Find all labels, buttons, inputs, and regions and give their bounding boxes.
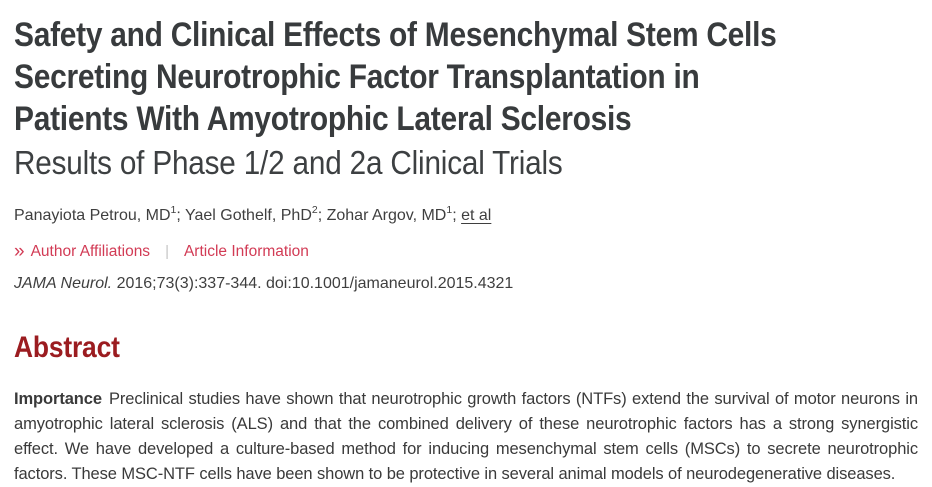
article-title: Safety and Clinical Effects of Mesenchym…: [14, 14, 918, 183]
journal-name: JAMA Neurol.: [14, 275, 113, 292]
byline: Panayiota Petrou, MD1; Yael Gothelf, PhD…: [14, 204, 918, 225]
double-chevron-icon[interactable]: »: [14, 241, 24, 262]
author-affil-sup-3: 1: [446, 204, 453, 216]
et-al-link[interactable]: et al: [461, 207, 492, 224]
citation-detail: 2016;73(3):337-344. doi:10.1001/jamaneur…: [116, 275, 514, 292]
citation-line: JAMA Neurol. 2016;73(3):337-344. doi:10.…: [14, 275, 918, 293]
abstract-importance-paragraph: Importance Preclinical studies have shown…: [14, 387, 918, 487]
author-affiliations-link[interactable]: Author Affiliations: [30, 242, 151, 260]
author-affil-sup-1: 1: [170, 204, 177, 216]
article-title-line-3: Patients With Amyotrophic Lateral Sclero…: [14, 100, 632, 138]
article-title-line-2: Secreting Neurotrophic Factor Transplant…: [14, 58, 700, 96]
author-separator: ;: [452, 207, 462, 224]
meta-links-divider: |: [165, 243, 169, 260]
abstract-heading: Abstract: [14, 331, 120, 364]
importance-label: Importance: [14, 390, 102, 408]
article-information-link[interactable]: Article Information: [183, 242, 309, 260]
author-separator: ;: [176, 207, 185, 224]
author-name-3: Zohar Argov, MD: [326, 207, 447, 224]
author-affil-sup-2: 2: [311, 204, 318, 216]
author-name-1: Panayiota Petrou, MD: [14, 207, 171, 224]
importance-text: Preclinical studies have shown that neur…: [14, 390, 918, 483]
article-title-line-1: Safety and Clinical Effects of Mesenchym…: [14, 16, 777, 54]
article-subtitle: Results of Phase 1/2 and 2a Clinical Tri…: [14, 144, 563, 181]
meta-links-row: » Author Affiliations | Article Informat…: [14, 242, 918, 261]
author-separator: ;: [317, 207, 327, 224]
author-name-2: Yael Gothelf, PhD: [184, 207, 312, 224]
